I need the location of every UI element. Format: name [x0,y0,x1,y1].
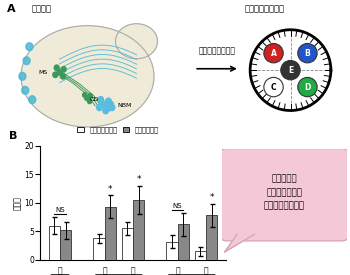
Text: 内側中隔: 内側中隔 [32,4,51,13]
Y-axis label: 接触数: 接触数 [13,196,22,210]
Text: 抗認知症薬の投与: 抗認知症薬の投与 [198,46,236,55]
Bar [49,226,60,260]
Bar [105,207,116,260]
Bar [166,242,177,260]
Bar [122,229,133,260]
FancyBboxPatch shape [220,148,349,241]
Text: *: * [108,185,113,194]
Bar [93,238,105,260]
Text: 薬剤投与で
移動した物体が
わかるようになる: 薬剤投与で 移動した物体が わかるようになる [264,175,305,210]
Bar [133,200,144,260]
Bar [206,215,217,260]
Text: 高: 高 [204,267,208,275]
Text: 低: 低 [102,267,107,275]
Legend: そのままの物体, 移動した物体: そのままの物体, 移動した物体 [75,124,161,136]
Bar [60,230,71,260]
Polygon shape [225,234,254,252]
Text: A: A [7,4,16,14]
Text: *: * [136,175,141,184]
Text: B: B [9,131,17,141]
Text: NS: NS [55,207,65,213]
Text: 連続物体探索課題: 連続物体探索課題 [245,4,285,13]
Text: －: － [58,267,62,275]
Text: 高: 高 [131,267,135,275]
Text: NS: NS [173,203,182,209]
Bar [195,251,206,260]
Text: *: * [209,193,214,202]
Bar [177,224,189,260]
Text: 低: 低 [175,267,180,275]
